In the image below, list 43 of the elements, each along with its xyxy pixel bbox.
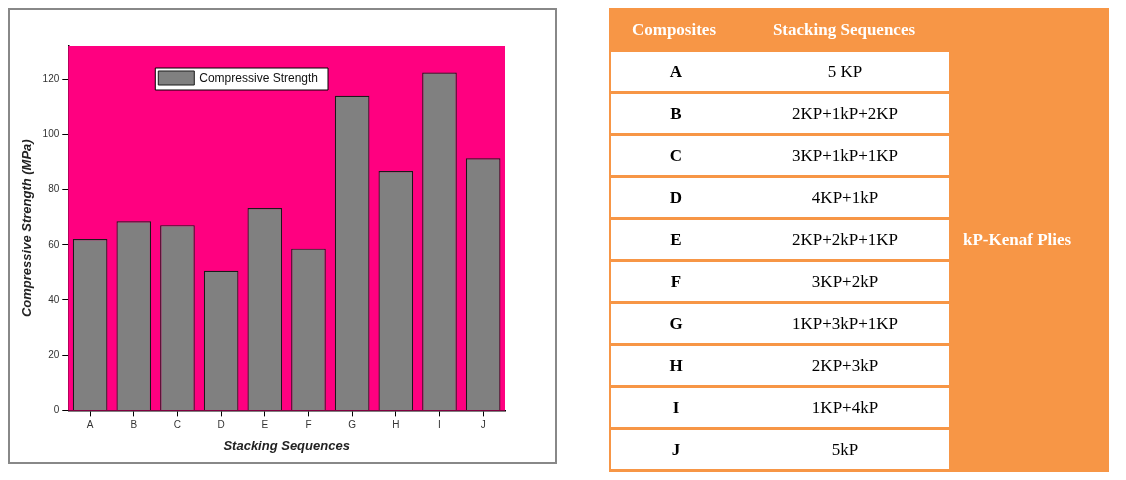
- category-label: J: [671, 439, 681, 459]
- x-tick-label: J: [480, 419, 486, 431]
- text: 3KP+2kP: [811, 271, 879, 291]
- category-label: Stacking Sequences: [771, 20, 917, 40]
- category-label: H: [669, 355, 683, 375]
- y-tick-label: 40: [48, 293, 60, 305]
- category-label: D: [669, 187, 683, 207]
- text: kP-Kenaf Plies: [963, 230, 1073, 250]
- category-label: Composites: [630, 20, 718, 40]
- category-label: F: [670, 271, 682, 291]
- y-tick-label: 0: [53, 404, 60, 416]
- x-tick-label: I: [438, 419, 441, 431]
- y-tick-label: 60: [48, 238, 60, 250]
- y-tick-label: 20: [48, 348, 60, 360]
- text: 4KP+1kP: [811, 187, 879, 207]
- x-tick-label: C: [173, 419, 182, 431]
- text: 2KP+3kP: [811, 355, 879, 375]
- category-label: A: [669, 61, 683, 81]
- x-tick-label: H: [392, 419, 400, 431]
- x-tick-label: G: [348, 419, 357, 431]
- text: 5 KP: [827, 61, 863, 81]
- text: 2KP+2kP+1KP: [791, 229, 899, 249]
- y-tick-label: 80: [48, 183, 60, 195]
- y-tick-label: 120: [42, 72, 60, 84]
- x-tick-label: F: [305, 419, 312, 431]
- category-label: I: [672, 397, 680, 417]
- category-label: G: [669, 313, 683, 333]
- y-tick-label: 100: [42, 128, 60, 140]
- text: 1KP+4kP: [811, 397, 879, 417]
- legend-label: Compressive Strength: [199, 71, 318, 86]
- category-label: B: [670, 103, 682, 123]
- category-label: C: [669, 145, 683, 165]
- x-axis-title: Stacking Sequences: [223, 437, 350, 453]
- text: 3KP+1kP+1KP: [791, 145, 899, 165]
- x-tick-label: A: [86, 419, 94, 431]
- x-tick-label: D: [217, 419, 225, 431]
- text: 2KP+1kP+2KP: [791, 103, 899, 123]
- category-label: E: [670, 229, 682, 249]
- x-tick-label: B: [130, 419, 138, 431]
- y-axis-title: Compressive Strength (MPa): [19, 139, 35, 318]
- text: 1KP+3kP+1KP: [791, 313, 899, 333]
- text: 5kP: [831, 439, 859, 459]
- x-tick-label: E: [261, 419, 269, 431]
